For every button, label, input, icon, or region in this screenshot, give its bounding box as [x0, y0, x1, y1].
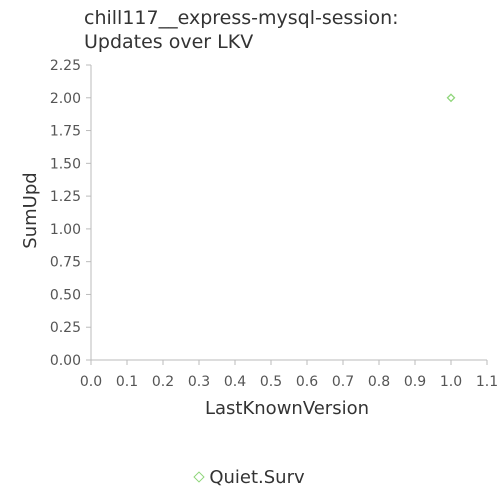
x-tick-label: 0.4 — [224, 374, 246, 390]
y-axis-ticks: 0.00 0.25 0.50 0.75 1.00 1.25 1.50 1.75 2.00 2.25 — [50, 58, 91, 369]
y-tick-label: 2.25 — [50, 58, 81, 74]
y-tick-label: 1.50 — [50, 156, 81, 172]
chart-title-line-2: Updates over LKV — [84, 31, 254, 53]
y-tick-label: 1.25 — [50, 189, 81, 205]
data-points — [446, 93, 456, 103]
x-tick-label: 0.2 — [152, 374, 174, 390]
x-tick-label: 0.8 — [368, 374, 390, 390]
x-tick-label: 0.3 — [188, 374, 210, 390]
x-tick-label: 1.0 — [440, 374, 462, 390]
legend-label: Quiet.Surv — [209, 466, 305, 488]
y-tick-label: 0.00 — [50, 353, 81, 369]
legend: Quiet.Surv — [0, 465, 500, 488]
y-tick-label: 1.00 — [50, 222, 81, 238]
y-tick-label: 2.00 — [50, 91, 81, 107]
x-tick-label: 0.6 — [296, 374, 318, 390]
chart-title: chill117__express-mysql-session: Updates… — [84, 6, 399, 54]
x-axis-ticks: 0.0 0.1 0.2 0.3 0.4 0.5 0.6 0.7 0.8 0.9 1.0 1.1 — [80, 360, 498, 390]
y-tick-label: 1.75 — [50, 124, 81, 140]
x-tick-label: 1.1 — [476, 374, 498, 390]
axes — [90, 65, 487, 361]
legend-item[interactable]: Quiet.Surv — [193, 466, 305, 488]
y-tick-label: 0.75 — [50, 255, 81, 271]
diamond-marker-icon — [193, 471, 205, 483]
x-tick-label: 0.7 — [332, 374, 354, 390]
x-tick-label: 0.9 — [404, 374, 426, 390]
y-axis-title: SumUpd — [20, 172, 41, 248]
chart-title-line-1: chill117__express-mysql-session: — [84, 7, 399, 29]
x-tick-label: 0.5 — [260, 374, 282, 390]
x-axis-title: LastKnownVersion — [205, 398, 369, 419]
y-tick-label: 0.50 — [50, 287, 81, 303]
x-tick-label: 0.1 — [116, 374, 138, 390]
x-tick-label: 0.0 — [80, 374, 102, 390]
data-point-diamond[interactable] — [446, 93, 456, 103]
y-tick-label: 0.25 — [50, 320, 81, 336]
